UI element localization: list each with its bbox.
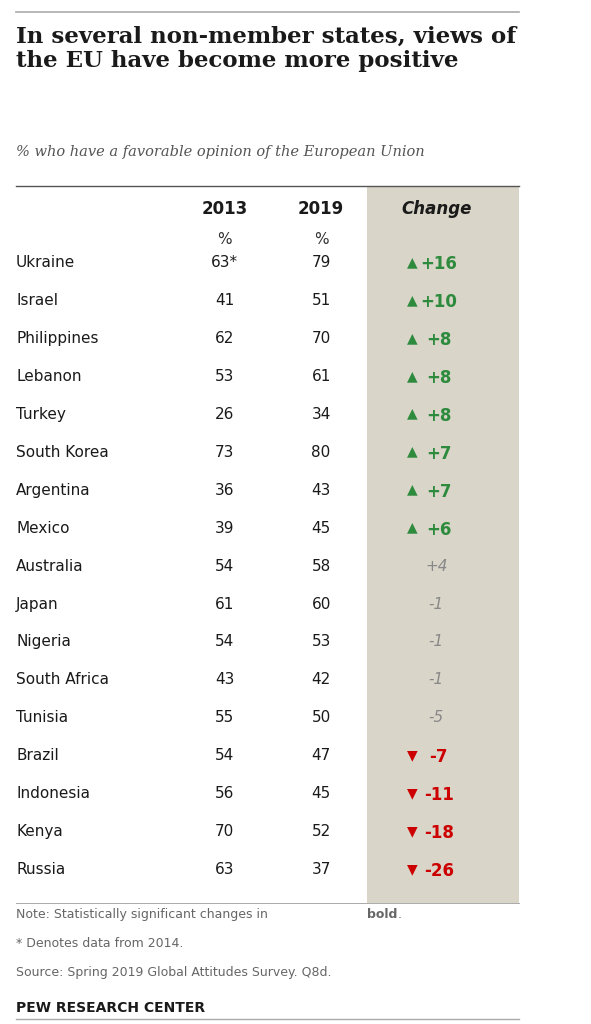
Text: +8: +8	[426, 369, 452, 387]
Text: ▼: ▼	[407, 862, 417, 877]
Text: Japan: Japan	[16, 597, 59, 611]
Text: 61: 61	[311, 369, 331, 384]
Text: +16: +16	[420, 255, 457, 273]
Text: 70: 70	[215, 824, 235, 840]
Text: Russia: Russia	[16, 862, 65, 878]
Text: ▲: ▲	[407, 255, 417, 269]
Text: Brazil: Brazil	[16, 749, 59, 763]
Text: 36: 36	[215, 482, 235, 498]
Text: %: %	[217, 232, 232, 248]
Text: Nigeria: Nigeria	[16, 635, 71, 649]
Text: Indonesia: Indonesia	[16, 786, 90, 801]
Text: South Africa: South Africa	[16, 673, 109, 687]
Text: ▼: ▼	[407, 749, 417, 762]
Text: ▲: ▲	[407, 520, 417, 535]
Text: 63*: 63*	[211, 255, 238, 270]
Text: +8: +8	[426, 331, 452, 349]
Text: Turkey: Turkey	[16, 407, 66, 422]
Text: ▲: ▲	[407, 444, 417, 459]
Text: 43: 43	[311, 482, 331, 498]
Text: -1: -1	[428, 635, 444, 649]
Text: 43: 43	[215, 673, 235, 687]
Text: -1: -1	[428, 673, 444, 687]
Text: .: .	[398, 908, 402, 922]
Text: Mexico: Mexico	[16, 520, 70, 536]
Text: 56: 56	[215, 786, 235, 801]
Text: 37: 37	[311, 862, 331, 878]
Text: ▼: ▼	[407, 824, 417, 839]
Text: 54: 54	[215, 635, 235, 649]
Text: Ukraine: Ukraine	[16, 255, 75, 270]
Text: 50: 50	[311, 711, 331, 725]
Text: -1: -1	[428, 597, 444, 611]
Text: 2013: 2013	[202, 200, 248, 218]
Text: +8: +8	[426, 407, 452, 425]
Text: 42: 42	[311, 673, 331, 687]
Text: In several non-member states, views of
the EU have become more positive: In several non-member states, views of t…	[16, 26, 516, 72]
Text: -5: -5	[428, 711, 444, 725]
Text: +7: +7	[426, 444, 452, 463]
Text: 34: 34	[311, 407, 331, 422]
Text: ▼: ▼	[407, 786, 417, 800]
Text: 54: 54	[215, 558, 235, 573]
Text: 80: 80	[311, 444, 331, 460]
Text: 51: 51	[311, 293, 331, 308]
Text: 70: 70	[311, 331, 331, 346]
Text: 53: 53	[215, 369, 235, 384]
Text: 52: 52	[311, 824, 331, 840]
Text: bold: bold	[366, 908, 397, 922]
Text: -26: -26	[424, 862, 454, 881]
Text: 60: 60	[311, 597, 331, 611]
Text: -18: -18	[424, 824, 454, 842]
Text: Philippines: Philippines	[16, 331, 99, 346]
Text: 73: 73	[215, 444, 235, 460]
Text: Note: Statistically significant changes in: Note: Statistically significant changes …	[16, 908, 272, 922]
Text: 41: 41	[215, 293, 235, 308]
Text: 47: 47	[311, 749, 331, 763]
Text: Israel: Israel	[16, 293, 58, 308]
Text: Change: Change	[401, 200, 472, 218]
Text: 55: 55	[215, 711, 235, 725]
Text: %: %	[314, 232, 329, 248]
Text: +4: +4	[425, 558, 447, 573]
Text: +10: +10	[420, 293, 457, 311]
Text: Australia: Australia	[16, 558, 84, 573]
Text: ▲: ▲	[407, 407, 417, 421]
Text: ▲: ▲	[407, 369, 417, 383]
Text: * Denotes data from 2014.: * Denotes data from 2014.	[16, 937, 183, 950]
Text: Lebanon: Lebanon	[16, 369, 82, 384]
Text: 45: 45	[311, 520, 331, 536]
Text: % who have a favorable opinion of the European Union: % who have a favorable opinion of the Eu…	[16, 145, 425, 160]
Text: 62: 62	[215, 331, 235, 346]
Bar	[366, 186, 519, 903]
Text: 58: 58	[311, 558, 331, 573]
Text: South Korea: South Korea	[16, 444, 109, 460]
Text: -11: -11	[424, 786, 454, 804]
Text: 26: 26	[215, 407, 235, 422]
Text: Tunisia: Tunisia	[16, 711, 68, 725]
Text: 53: 53	[311, 635, 331, 649]
Text: +6: +6	[426, 520, 452, 539]
Text: 2019: 2019	[298, 200, 344, 218]
Text: ▲: ▲	[407, 331, 417, 345]
Text: Argentina: Argentina	[16, 482, 90, 498]
Text: 79: 79	[311, 255, 331, 270]
Text: 61: 61	[215, 597, 235, 611]
Text: ▲: ▲	[407, 482, 417, 497]
Text: PEW RESEARCH CENTER: PEW RESEARCH CENTER	[16, 1001, 205, 1016]
Text: 63: 63	[215, 862, 235, 878]
Text: 39: 39	[215, 520, 235, 536]
Text: 45: 45	[311, 786, 331, 801]
Text: 54: 54	[215, 749, 235, 763]
Text: Kenya: Kenya	[16, 824, 63, 840]
Text: Source: Spring 2019 Global Attitudes Survey. Q8d.: Source: Spring 2019 Global Attitudes Sur…	[16, 966, 332, 979]
Text: +7: +7	[426, 482, 452, 501]
Text: -7: -7	[430, 749, 448, 766]
Text: ▲: ▲	[407, 293, 417, 307]
